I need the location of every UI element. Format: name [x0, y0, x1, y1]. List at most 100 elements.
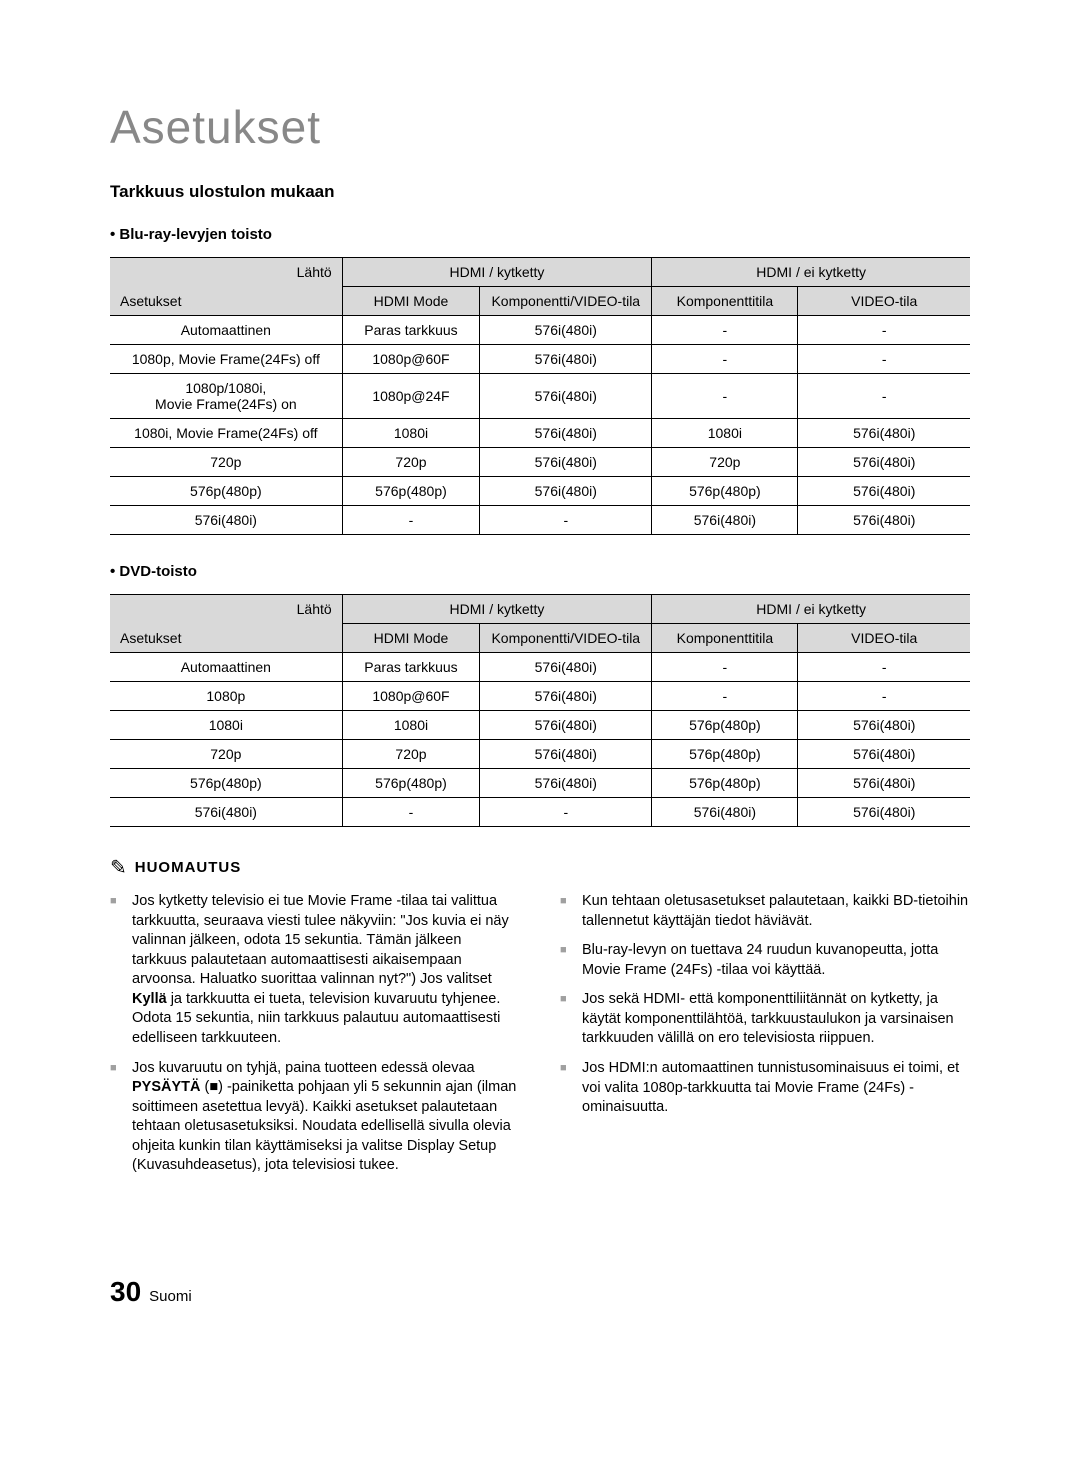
note-item: ■ Jos kuvaruutu on tyhjä, paina tuotteen …: [110, 1059, 520, 1176]
table-cell: -: [798, 316, 970, 345]
table-cell: 576i(480i): [798, 711, 970, 740]
table-cell: 1080p, Movie Frame(24Fs) off: [110, 345, 342, 374]
table1-col3: VIDEO-tila: [798, 287, 970, 316]
table-cell: 576p(480p): [652, 711, 798, 740]
bullet-icon: ■: [110, 1062, 124, 1076]
note-item: ■ Blu-ray-levyn on tuettava 24 ruudun kuv…: [560, 941, 970, 980]
table2-col1: Komponentti/VIDEO-tila: [480, 624, 652, 653]
table-cell: 576p(480p): [342, 769, 480, 798]
note-item: ■Jos HDMI:n automaattinen tunnistusomina…: [560, 1059, 970, 1118]
bullet-icon: ■: [560, 993, 574, 1007]
table-cell: 576i(480i): [798, 798, 970, 827]
bullet-icon: ■: [560, 1062, 574, 1076]
bullet-icon: ■: [110, 895, 124, 909]
table2-lahto: Lähtö: [297, 601, 332, 617]
note-text: Blu-ray-levyn on tuettava 24 ruudun kuva…: [582, 941, 970, 980]
table-cell: -: [342, 506, 480, 535]
table-cell: 1080i: [342, 419, 480, 448]
table1-hdmi-ek: HDMI / ei kytketty: [652, 258, 970, 287]
table-cell: -: [652, 653, 798, 682]
table-cell: -: [342, 798, 480, 827]
table-cell: 720p: [342, 740, 480, 769]
note-text: Jos sekä HDMI- että komponenttiliitännät…: [582, 990, 970, 1049]
table-cell: 576p(480p): [110, 477, 342, 506]
page-footer: 30 Suomi: [110, 1276, 970, 1308]
table-cell: 576i(480i): [480, 374, 652, 419]
table-cell: 576i(480i): [798, 448, 970, 477]
table-cell: 576i(480i): [798, 769, 970, 798]
table-cell: 576p(480p): [110, 769, 342, 798]
table-cell: -: [652, 682, 798, 711]
note-text: Kun tehtaan oletusasetukset palautetaan,…: [582, 892, 970, 931]
table-cell: 1080i: [652, 419, 798, 448]
table-cell: 576i(480i): [798, 477, 970, 506]
table-cell: 1080p: [110, 682, 342, 711]
table2-col3: VIDEO-tila: [798, 624, 970, 653]
table-cell: 576i(480i): [480, 448, 652, 477]
table-cell: -: [798, 345, 970, 374]
page-language: Suomi: [149, 1288, 192, 1305]
resolution-table-bluray: Lähtö Asetukset HDMI / kytketty HDMI / e…: [110, 257, 970, 535]
table-cell: 1080p@24F: [342, 374, 480, 419]
bullet-icon: ■: [560, 944, 574, 958]
table-cell: 576i(480i): [480, 477, 652, 506]
table1-lahto: Lähtö: [297, 264, 332, 280]
table-cell: 1080p@60F: [342, 682, 480, 711]
table-cell: -: [798, 653, 970, 682]
table-cell: 576i(480i): [110, 506, 342, 535]
table-cell: Paras tarkkuus: [342, 316, 480, 345]
table-cell: 576i(480i): [110, 798, 342, 827]
note-item: ■ Jos sekä HDMI- että komponenttiliitännä…: [560, 990, 970, 1049]
table-cell: -: [652, 374, 798, 419]
table1-asetukset: Asetukset: [120, 293, 181, 309]
table-cell: 1080i: [342, 711, 480, 740]
table-cell: 576i(480i): [480, 682, 652, 711]
table-cell: 720p: [110, 448, 342, 477]
table1-subheading: • Blu-ray-levyjen toisto: [110, 226, 970, 243]
table-cell: 576i(480i): [798, 740, 970, 769]
note-text: Jos kuvaruutu on tyhjä, paina tuotteen e…: [132, 1059, 520, 1176]
table-cell: 1080p/1080i,Movie Frame(24Fs) on: [110, 374, 342, 419]
table-cell: 576i(480i): [480, 653, 652, 682]
table-cell: 576i(480i): [798, 419, 970, 448]
note-text: Jos kytketty televisio ei tue Movie Fram…: [132, 892, 520, 1049]
note-item: ■ Jos kytketty televisio ei tue Movie Fra…: [110, 892, 520, 1049]
table-cell: 1080p@60F: [342, 345, 480, 374]
table-cell: -: [480, 506, 652, 535]
table2-hdmi-ek: HDMI / ei kytketty: [652, 595, 970, 624]
table2-subheading: • DVD-toisto: [110, 563, 970, 580]
table-cell: Automaattinen: [110, 653, 342, 682]
table2-col2: Komponenttitila: [652, 624, 798, 653]
table-cell: 576p(480p): [342, 477, 480, 506]
table-cell: -: [798, 374, 970, 419]
resolution-table-dvd: Lähtö Asetukset HDMI / kytketty HDMI / e…: [110, 594, 970, 827]
note-label: HUOMAUTUS: [135, 859, 242, 876]
bullet-icon: ■: [560, 895, 574, 909]
table1-col2: Komponenttitila: [652, 287, 798, 316]
table-cell: 1080i, Movie Frame(24Fs) off: [110, 419, 342, 448]
table-cell: -: [652, 316, 798, 345]
table-cell: -: [652, 345, 798, 374]
table-cell: 1080i: [110, 711, 342, 740]
notes-column-right: ■ Kun tehtaan oletusasetukset palautetaan…: [560, 892, 970, 1186]
table1-col0: HDMI Mode: [342, 287, 480, 316]
page-title: Asetukset: [110, 100, 970, 154]
section-heading: Tarkkuus ulostulon mukaan: [110, 182, 970, 202]
notes-column-left: ■ Jos kytketty televisio ei tue Movie Fra…: [110, 892, 520, 1186]
table2-hdmi-k: HDMI / kytketty: [342, 595, 652, 624]
table-cell: 720p: [342, 448, 480, 477]
table2-col0: HDMI Mode: [342, 624, 480, 653]
table-cell: 576p(480p): [652, 769, 798, 798]
table-cell: 576i(480i): [798, 506, 970, 535]
table-cell: 576i(480i): [480, 345, 652, 374]
table-cell: Paras tarkkuus: [342, 653, 480, 682]
table-cell: 576i(480i): [480, 711, 652, 740]
table-cell: -: [798, 682, 970, 711]
table-cell: 576i(480i): [480, 419, 652, 448]
table1-col1: Komponentti/VIDEO-tila: [480, 287, 652, 316]
table1-hdmi-k: HDMI / kytketty: [342, 258, 652, 287]
table-cell: 576i(480i): [652, 798, 798, 827]
table-cell: Automaattinen: [110, 316, 342, 345]
table-cell: 576i(480i): [480, 769, 652, 798]
table-cell: -: [480, 798, 652, 827]
